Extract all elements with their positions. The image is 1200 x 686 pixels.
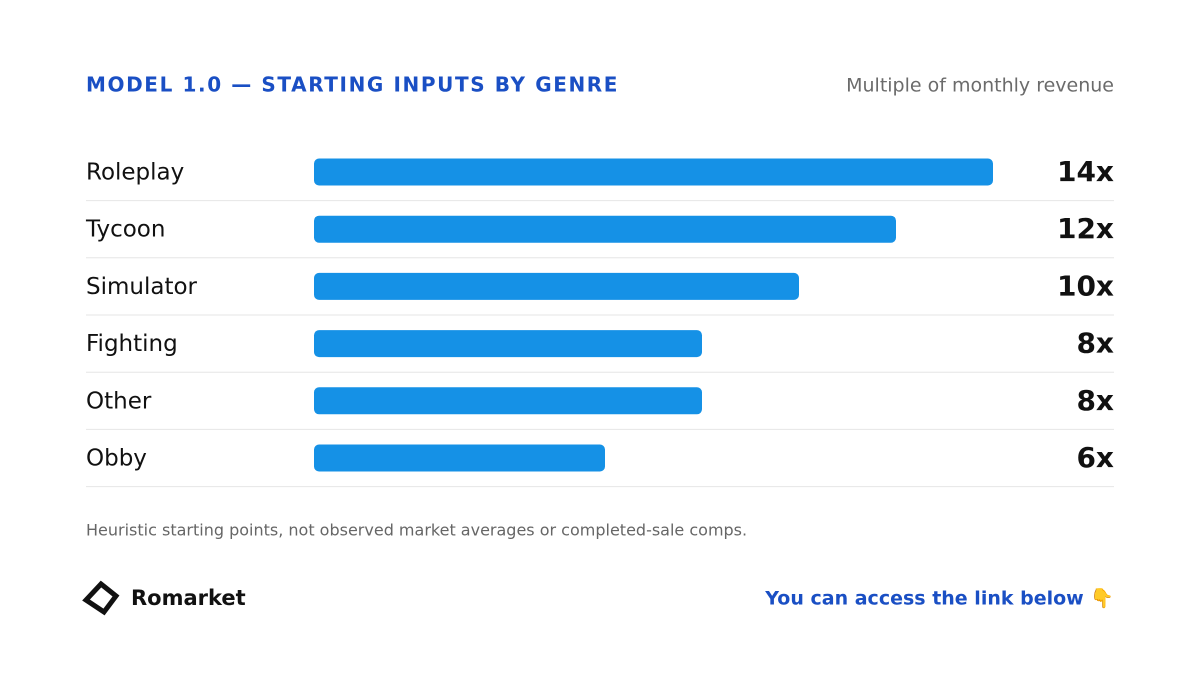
- chart-title: MODEL 1.0 — STARTING INPUTS BY GENRE: [86, 73, 619, 97]
- note: Heuristic starting points, not observed …: [86, 521, 747, 540]
- chart-subtitle: Multiple of monthly revenue: [846, 75, 1114, 97]
- category-label: Tycoon: [85, 217, 165, 243]
- logo-cut: [94, 592, 106, 604]
- bar: [314, 330, 702, 358]
- value-label: 6x: [1076, 441, 1114, 474]
- category-label: Simulator: [86, 274, 198, 300]
- call-to-action[interactable]: You can access the link below 👇: [764, 588, 1114, 610]
- category-label: Roleplay: [86, 160, 184, 186]
- brand-logo: [82, 580, 120, 616]
- brand-name: Romarket: [131, 586, 246, 610]
- bar: [314, 387, 702, 415]
- category-label: Obby: [86, 446, 147, 472]
- value-label: 8x: [1076, 384, 1114, 417]
- bar: [314, 444, 605, 472]
- bar: [314, 158, 993, 186]
- value-label: 10x: [1057, 269, 1114, 302]
- category-label: Other: [86, 388, 152, 414]
- bar: [314, 215, 896, 243]
- logo-shape: [82, 580, 120, 616]
- category-label: Fighting: [86, 331, 178, 357]
- value-label: 14x: [1057, 155, 1114, 188]
- bar: [314, 272, 799, 300]
- value-label: 12x: [1057, 212, 1114, 245]
- value-label: 8x: [1076, 327, 1114, 360]
